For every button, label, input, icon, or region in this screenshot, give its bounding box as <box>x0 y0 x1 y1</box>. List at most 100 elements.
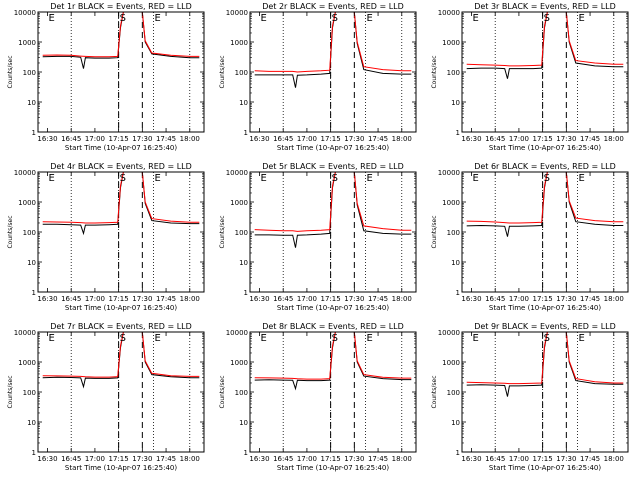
y-tick-label: 1000 <box>230 199 248 207</box>
x-tick-label: 17:30 <box>556 295 576 303</box>
detector-panel-7: Det 7r BLACK = Events, RED = LLD Counts/s… <box>7 322 205 472</box>
x-tick-label: 17:45 <box>580 295 600 303</box>
series-line-lld <box>466 12 624 67</box>
x-tick-label: 17:15 <box>109 295 129 303</box>
x-tick-label: 17:15 <box>533 455 553 463</box>
x-tick-label: 17:30 <box>344 455 364 463</box>
y-tick-label: 100 <box>235 69 248 77</box>
axes-frame <box>37 11 205 133</box>
y-tick-label: 100 <box>23 229 36 237</box>
y-tick-label: 1000 <box>230 359 248 367</box>
x-tick-label: 17:30 <box>344 135 364 143</box>
axes-frame <box>461 331 629 453</box>
x-tick-label: 18:00 <box>604 135 624 143</box>
y-tick-label: 100 <box>447 69 460 77</box>
event-marker-label: E <box>578 13 584 24</box>
x-tick-label: 16:30 <box>461 455 481 463</box>
y-tick-label: 10 <box>451 419 460 427</box>
event-marker-label: E <box>48 173 54 184</box>
event-marker-label: E <box>578 173 584 184</box>
x-tick-label: 16:30 <box>37 455 57 463</box>
event-marker-label: S <box>544 333 550 344</box>
detector-panel-9: Det 9r BLACK = Events, RED = LLD Counts/s… <box>431 322 629 472</box>
series-line-lld <box>254 12 412 73</box>
x-tick-label: 18:00 <box>180 455 200 463</box>
x-tick-label: 16:30 <box>249 295 269 303</box>
event-marker-label: E <box>366 173 372 184</box>
y-tick-label: 100 <box>235 229 248 237</box>
event-marker-label: S <box>332 333 338 344</box>
x-tick-label: 17:15 <box>321 455 341 463</box>
panel-title: Det 3r BLACK = Events, RED = LLD <box>474 2 616 11</box>
x-tick-label: 18:00 <box>180 295 200 303</box>
x-tick-label: 16:30 <box>461 135 481 143</box>
x-tick-label: 18:00 <box>392 295 412 303</box>
y-axis-label: Counts/sec <box>7 55 14 88</box>
y-tick-label: 10 <box>27 259 36 267</box>
axes-frame <box>37 171 205 293</box>
x-tick-label: 16:30 <box>249 135 269 143</box>
y-axis-label: Counts/sec <box>7 375 14 408</box>
y-axis-label: Counts/sec <box>219 215 226 248</box>
y-tick-label: 1000 <box>18 39 36 47</box>
y-tick-label: 10000 <box>14 329 36 337</box>
y-tick-label: 1000 <box>442 199 460 207</box>
x-tick-label: 17:45 <box>156 295 176 303</box>
y-tick-label: 10000 <box>438 169 460 177</box>
series-line-lld <box>466 172 624 224</box>
x-tick-label: 17:45 <box>580 135 600 143</box>
axes-frame <box>249 11 417 133</box>
plot-area <box>254 172 412 292</box>
x-axis-label: Start Time (10-Apr-07 16:25:40) <box>65 304 177 312</box>
detector-panel-5: Det 5r BLACK = Events, RED = LLD Counts/s… <box>219 162 417 312</box>
event-marker-label: E <box>48 13 54 24</box>
x-axis-label: Start Time (10-Apr-07 16:25:40) <box>65 464 177 472</box>
x-tick-label: 17:15 <box>321 295 341 303</box>
x-tick-label: 17:00 <box>85 135 105 143</box>
x-tick-label: 17:00 <box>85 455 105 463</box>
plot-area <box>254 12 412 132</box>
x-tick-label: 17:00 <box>509 455 529 463</box>
detector-panel-3: Det 3r BLACK = Events, RED = LLD Counts/s… <box>431 2 629 152</box>
event-marker-label: S <box>120 173 126 184</box>
x-tick-label: 17:30 <box>556 135 576 143</box>
x-tick-label: 17:15 <box>109 455 129 463</box>
x-axis-label: Start Time (10-Apr-07 16:25:40) <box>489 464 601 472</box>
x-tick-label: 16:45 <box>485 455 505 463</box>
y-tick-label: 1000 <box>18 359 36 367</box>
x-tick-label: 16:30 <box>37 135 57 143</box>
x-tick-label: 17:30 <box>132 135 152 143</box>
x-tick-label: 17:00 <box>297 295 317 303</box>
panel-title: Det 2r BLACK = Events, RED = LLD <box>262 2 404 11</box>
x-tick-label: 17:30 <box>132 455 152 463</box>
event-marker-label: E <box>578 333 584 344</box>
y-tick-label: 1000 <box>442 359 460 367</box>
series-line-lld <box>254 332 412 380</box>
x-axis-label: Start Time (10-Apr-07 16:25:40) <box>277 144 389 152</box>
y-tick-label: 10000 <box>438 329 460 337</box>
y-tick-label: 100 <box>23 389 36 397</box>
x-tick-label: 17:00 <box>509 295 529 303</box>
series-line-lld <box>254 172 412 232</box>
event-marker-label: S <box>544 13 550 24</box>
plot-area <box>466 172 624 292</box>
detector-panel-4: Det 4r BLACK = Events, RED = LLD Counts/s… <box>7 162 205 312</box>
y-tick-label: 1 <box>32 449 36 457</box>
x-tick-label: 16:30 <box>37 295 57 303</box>
series-line-lld <box>42 332 200 378</box>
axes-frame <box>249 331 417 453</box>
series-line-lld <box>42 172 200 224</box>
y-tick-label: 1 <box>244 289 248 297</box>
y-tick-label: 10 <box>239 99 248 107</box>
x-tick-label: 16:45 <box>273 455 293 463</box>
event-marker-label: E <box>154 13 160 24</box>
x-axis-label: Start Time (10-Apr-07 16:25:40) <box>489 304 601 312</box>
x-tick-label: 17:30 <box>556 455 576 463</box>
y-tick-label: 10000 <box>14 169 36 177</box>
x-axis-label: Start Time (10-Apr-07 16:25:40) <box>489 144 601 152</box>
x-tick-label: 17:00 <box>509 135 529 143</box>
panel-title: Det 1r BLACK = Events, RED = LLD <box>50 2 192 11</box>
event-marker-label: E <box>260 333 266 344</box>
x-tick-label: 16:45 <box>273 295 293 303</box>
